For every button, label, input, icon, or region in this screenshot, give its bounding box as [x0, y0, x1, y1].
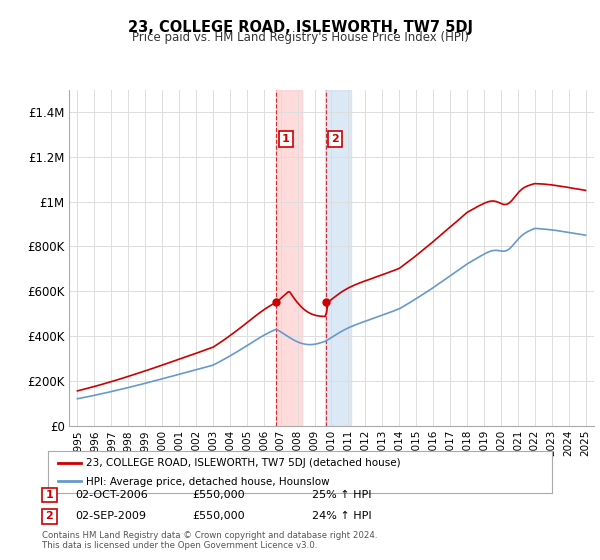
Text: Contains HM Land Registry data © Crown copyright and database right 2024.
This d: Contains HM Land Registry data © Crown c…	[42, 530, 377, 550]
Text: 23, COLLEGE ROAD, ISLEWORTH, TW7 5DJ: 23, COLLEGE ROAD, ISLEWORTH, TW7 5DJ	[128, 20, 473, 35]
Text: £550,000: £550,000	[192, 490, 245, 500]
Text: 25% ↑ HPI: 25% ↑ HPI	[312, 490, 371, 500]
Text: 1: 1	[46, 490, 53, 500]
Text: 23, COLLEGE ROAD, ISLEWORTH, TW7 5DJ (detached house): 23, COLLEGE ROAD, ISLEWORTH, TW7 5DJ (de…	[86, 459, 400, 468]
Text: 2: 2	[46, 511, 53, 521]
Bar	[275, 90, 302, 426]
Bar	[325, 90, 352, 426]
Text: 24% ↑ HPI: 24% ↑ HPI	[312, 511, 371, 521]
Text: 1: 1	[282, 134, 290, 144]
Text: 2: 2	[331, 134, 339, 144]
Text: Price paid vs. HM Land Registry's House Price Index (HPI): Price paid vs. HM Land Registry's House …	[131, 31, 469, 44]
Text: HPI: Average price, detached house, Hounslow: HPI: Average price, detached house, Houn…	[86, 477, 329, 487]
Text: 02-SEP-2009: 02-SEP-2009	[75, 511, 146, 521]
Text: £550,000: £550,000	[192, 511, 245, 521]
Text: 02-OCT-2006: 02-OCT-2006	[75, 490, 148, 500]
